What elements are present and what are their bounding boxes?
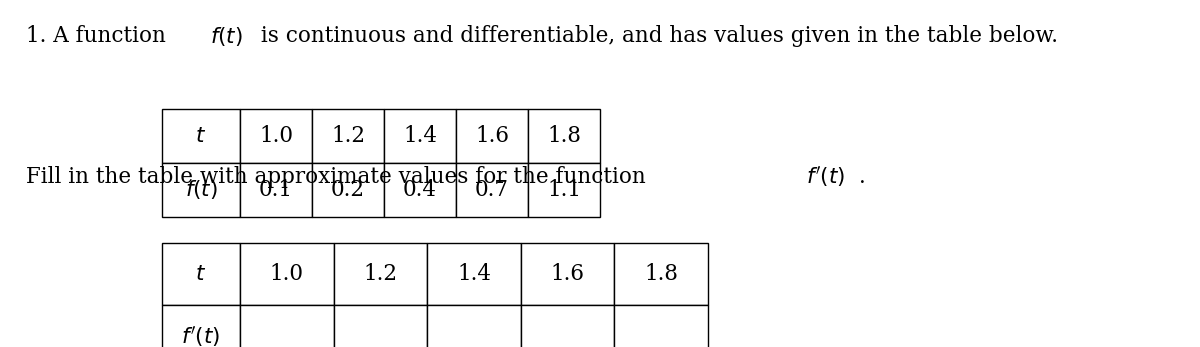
Text: $f'(t)$: $f'(t)$ — [181, 324, 221, 347]
Text: $f(t)$: $f(t)$ — [185, 178, 217, 202]
Text: 1.8: 1.8 — [547, 125, 581, 147]
Text: $f(t)$: $f(t)$ — [210, 25, 242, 48]
Text: Fill in the table with approximate values for the function: Fill in the table with approximate value… — [26, 166, 653, 188]
Text: $t$: $t$ — [196, 125, 206, 147]
Text: 0.7: 0.7 — [475, 179, 509, 201]
Text: 0.4: 0.4 — [403, 179, 437, 201]
Text: 1.4: 1.4 — [403, 125, 437, 147]
Text: 1.1: 1.1 — [547, 179, 581, 201]
Text: .: . — [859, 166, 866, 188]
Text: is continuous and differentiable, and has values given in the table below.: is continuous and differentiable, and ha… — [254, 25, 1058, 48]
Text: 0.2: 0.2 — [331, 179, 365, 201]
Text: 1.0: 1.0 — [259, 125, 293, 147]
Text: 1.2: 1.2 — [331, 125, 365, 147]
Text: 1.8: 1.8 — [644, 263, 678, 285]
Text: 1.0: 1.0 — [270, 263, 304, 285]
Text: 1.2: 1.2 — [364, 263, 397, 285]
Text: 1.6: 1.6 — [551, 263, 584, 285]
Text: $f'(t)$: $f'(t)$ — [806, 165, 846, 189]
Text: 0.1: 0.1 — [259, 179, 293, 201]
Text: 1.6: 1.6 — [475, 125, 509, 147]
Text: 1.4: 1.4 — [457, 263, 491, 285]
Text: $t$: $t$ — [196, 263, 206, 285]
Text: 1. A function: 1. A function — [26, 25, 173, 48]
